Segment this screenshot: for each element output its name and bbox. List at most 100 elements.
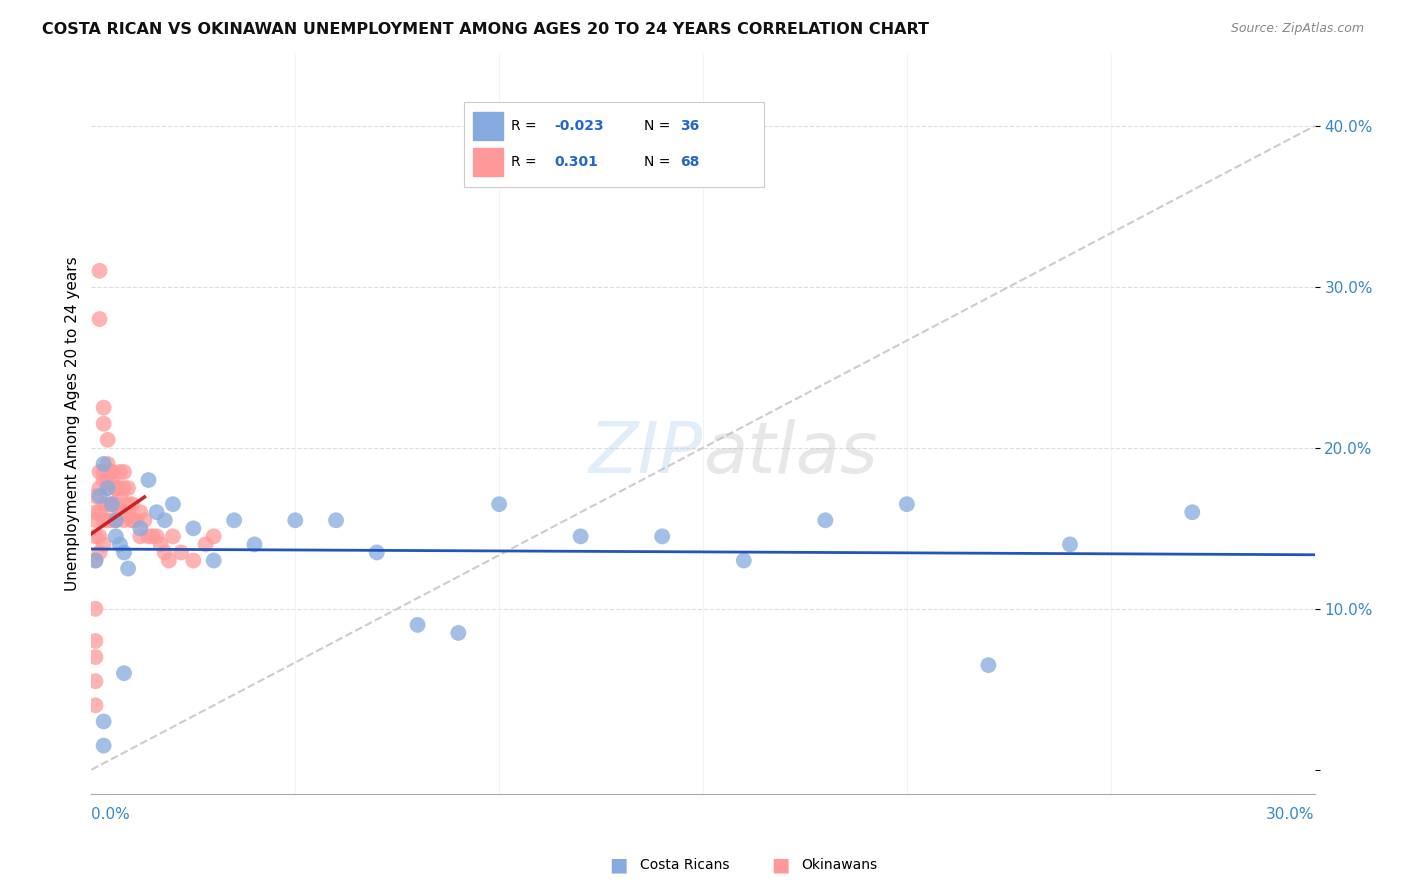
Text: Source: ZipAtlas.com: Source: ZipAtlas.com xyxy=(1230,22,1364,36)
Point xyxy=(977,658,1000,673)
Point xyxy=(108,505,131,519)
Point xyxy=(97,497,120,511)
Point xyxy=(814,513,837,527)
Point xyxy=(97,473,120,487)
Text: 30.0%: 30.0% xyxy=(1267,807,1315,822)
Text: 0.0%: 0.0% xyxy=(91,807,131,822)
Point xyxy=(89,529,111,543)
Point xyxy=(733,553,755,567)
Point xyxy=(651,529,673,543)
Point xyxy=(117,481,139,495)
Point xyxy=(108,465,131,479)
Point xyxy=(89,489,111,503)
Point xyxy=(896,497,918,511)
Point xyxy=(84,698,107,713)
Point xyxy=(84,634,107,648)
Point xyxy=(104,513,127,527)
Point xyxy=(97,457,120,471)
Point xyxy=(89,264,111,278)
Point xyxy=(93,513,115,527)
Point xyxy=(84,674,107,689)
Point xyxy=(101,473,124,487)
Point xyxy=(129,521,152,535)
Point xyxy=(170,545,193,559)
Point xyxy=(89,312,111,326)
Point xyxy=(1059,537,1081,551)
Point xyxy=(112,465,135,479)
Point xyxy=(222,513,246,527)
Point xyxy=(84,489,107,503)
Point xyxy=(104,497,127,511)
Point xyxy=(101,497,124,511)
Point xyxy=(84,505,107,519)
Point xyxy=(101,465,124,479)
Point xyxy=(117,497,139,511)
Point xyxy=(121,497,143,511)
Point xyxy=(93,401,115,415)
Point xyxy=(93,473,115,487)
Point xyxy=(149,537,172,551)
Point xyxy=(1181,505,1204,519)
Point xyxy=(121,513,143,527)
Point xyxy=(112,481,135,495)
Point xyxy=(153,545,176,559)
Point xyxy=(284,513,307,527)
Text: Okinawans: Okinawans xyxy=(801,858,877,872)
Point xyxy=(134,513,156,527)
Point xyxy=(97,481,120,495)
Point xyxy=(89,545,111,559)
Point xyxy=(183,521,205,535)
Point xyxy=(138,529,160,543)
Point xyxy=(202,529,225,543)
Point xyxy=(129,529,152,543)
Point xyxy=(366,545,388,559)
Point xyxy=(97,481,120,495)
Point xyxy=(93,457,115,471)
Point xyxy=(488,497,510,511)
Point xyxy=(97,513,120,527)
Point xyxy=(93,497,115,511)
Text: COSTA RICAN VS OKINAWAN UNEMPLOYMENT AMONG AGES 20 TO 24 YEARS CORRELATION CHART: COSTA RICAN VS OKINAWAN UNEMPLOYMENT AMO… xyxy=(42,22,929,37)
Point xyxy=(93,714,115,729)
Point xyxy=(89,505,111,519)
Point xyxy=(84,529,107,543)
Point xyxy=(112,513,135,527)
Text: ZIP: ZIP xyxy=(589,419,703,488)
Point xyxy=(406,618,429,632)
Point xyxy=(117,561,139,575)
Point xyxy=(93,417,115,431)
Text: ■: ■ xyxy=(770,855,790,875)
Point xyxy=(93,537,115,551)
Point xyxy=(84,601,107,615)
Point xyxy=(112,505,135,519)
Point xyxy=(108,481,131,495)
Point xyxy=(183,553,205,567)
Point xyxy=(153,513,176,527)
Point xyxy=(104,529,127,543)
Point xyxy=(84,553,107,567)
Point xyxy=(101,497,124,511)
Point xyxy=(112,545,135,559)
Point xyxy=(117,505,139,519)
Point xyxy=(89,481,111,495)
Point xyxy=(121,513,143,527)
Point xyxy=(162,529,184,543)
Point xyxy=(157,553,180,567)
Point xyxy=(89,465,111,479)
Point xyxy=(112,666,135,681)
Point xyxy=(125,513,148,527)
Point xyxy=(84,650,107,665)
Point xyxy=(97,433,120,447)
Y-axis label: Unemployment Among Ages 20 to 24 years: Unemployment Among Ages 20 to 24 years xyxy=(65,256,80,591)
Point xyxy=(145,505,167,519)
Point xyxy=(141,529,163,543)
Point xyxy=(108,537,131,551)
Text: atlas: atlas xyxy=(703,419,877,488)
Point xyxy=(104,513,127,527)
Point xyxy=(202,553,225,567)
Point xyxy=(243,537,266,551)
Point xyxy=(84,553,107,567)
Point xyxy=(162,497,184,511)
Point xyxy=(101,465,124,479)
Point xyxy=(101,513,124,527)
